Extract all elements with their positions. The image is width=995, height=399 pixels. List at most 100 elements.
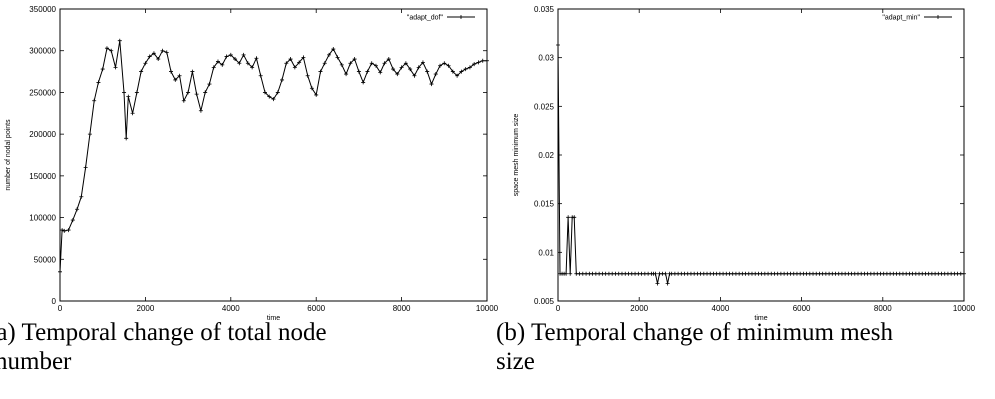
a-data-point [211,65,216,70]
a-data-point [344,72,349,77]
a-data-point [194,92,199,97]
a-data-point [224,54,229,59]
a-data-point [62,228,67,233]
a-data-point [395,72,400,77]
a-data-point [271,97,276,102]
a-series-line [59,40,487,272]
a-data-point [233,57,238,62]
a-data-point [391,67,396,72]
a-data-point [262,90,267,95]
a-data-point [66,228,71,233]
b-data-point [572,215,577,220]
chart-b: 0 2000 4000 6000 8000 10000 0.005 0.01 0.015 0.02… [513,5,976,322]
a-y-tick-label: 0 [52,297,57,306]
b-x-tick-label: 2000 [630,304,648,313]
a-data-point [420,60,425,65]
a-data-point [472,62,477,67]
a-data-point [442,61,447,66]
b-y-tick-label: 0.01 [538,248,554,257]
a-data-point [79,194,84,199]
a-data-point [373,63,378,68]
a-data-point [122,90,127,95]
a-data-point [438,63,443,68]
b-data-point [568,271,573,276]
figure-canvas: 0 2000 4000 6000 8000 10000050000100000150000… [5,5,976,322]
a-data-point [386,57,391,62]
b-data-point [653,271,658,276]
a-data-point [352,57,357,62]
a-data-point [416,65,421,70]
caption-b-line1: (b) Temporal change of minimum mesh [496,319,893,346]
a-y-tick-label: 150000 [29,172,56,181]
a-data-point [126,94,131,99]
a-data-point [425,69,430,74]
a-data-point [361,80,366,85]
caption-a-line1: (a) Temporal change of total node [0,319,327,346]
a-data-point [241,52,246,57]
b-data-point [665,281,670,286]
a-y-axis-label: number of nodal points [5,119,12,191]
a-plot-frame [59,8,488,302]
a-y-tick-label: 50000 [34,255,57,264]
a-data-point [322,61,327,66]
a-data-point [485,58,489,63]
a-data-point [130,111,135,116]
a-data-point [92,98,97,103]
a-data-point [408,67,413,72]
a-y-tick-label: 250000 [29,88,56,97]
a-data-point [356,69,361,74]
a-data-point [139,69,144,74]
chart-a: 0 2000 4000 6000 8000 10000050000100000150000… [5,5,499,322]
b-legend-marker [936,15,940,19]
a-data-point [318,69,323,74]
a-data-point [476,60,481,65]
a-data-point [305,73,310,78]
caption-a-line2: number [0,348,72,375]
a-data-point [399,65,404,70]
a-data-point [339,62,344,67]
a-data-point [382,61,387,66]
a-data-point [455,73,460,78]
a-data-point [297,60,302,65]
b-data-point [566,215,571,220]
a-data-point [220,62,225,67]
a-data-point [288,57,293,62]
a-data-point [164,50,169,55]
a-x-tick-label: 10000 [476,304,499,313]
a-data-point [275,90,280,95]
a-data-point [327,52,332,57]
a-data-point [186,90,191,95]
a-data-point [160,48,165,53]
a-data-point [177,73,182,78]
a-data-point [301,55,306,60]
a-data-point [100,67,105,72]
b-data-point [556,43,560,48]
a-data-point [190,69,195,74]
a-data-point [446,63,451,68]
a-x-tick-label: 2000 [137,304,155,313]
a-data-point [245,61,250,66]
a-x-tick-label: 6000 [307,304,325,313]
a-data-point [267,94,272,99]
a-data-point [117,38,122,43]
b-x-axis-label: time [754,315,767,322]
a-data-point [143,61,148,66]
a-data-point [331,47,336,52]
a-x-axis-label: time [267,315,280,322]
a-data-point [309,86,314,91]
a-data-point [348,61,353,66]
a-data-point [412,73,417,78]
a-data-point [203,90,208,95]
a-y-tick-label: 350000 [29,5,56,14]
a-data-point [87,132,92,137]
b-data-point [655,281,660,286]
a-legend-label: "adapt_dof" [407,15,444,22]
a-data-point [104,46,109,51]
a-data-point [403,61,408,66]
a-data-point [463,67,468,72]
b-data-point [564,271,569,276]
a-data-point [250,65,255,70]
a-data-point [280,77,285,82]
a-y-tick-label: 200000 [29,130,56,139]
a-data-point [237,61,242,66]
